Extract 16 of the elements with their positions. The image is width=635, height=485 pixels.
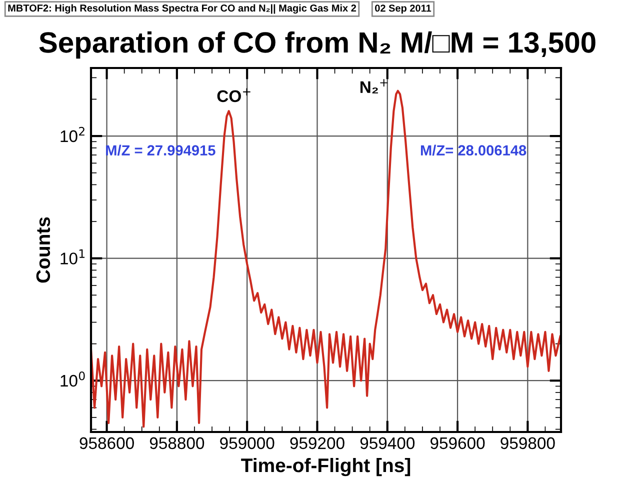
x-axis-title: Time-of-Flight [ns] — [241, 458, 410, 476]
annotation: M/Z= 28.006148 — [420, 144, 526, 156]
x-tick-label: 959200 — [290, 437, 344, 450]
text: 02 Sep 2011 — [375, 4, 432, 14]
x-tick-label: 958800 — [150, 437, 204, 450]
y-tick-label: 10$^{0}$ — [60, 371, 85, 387]
y-axis-title: Counts — [36, 217, 50, 283]
x-tick-label: 959600 — [430, 437, 485, 450]
x-tick-label: 959400 — [360, 437, 415, 450]
y-tick-label: 10$^{1}$ — [60, 249, 85, 264]
x-tick-label: 959000 — [220, 437, 274, 450]
y-tick-label: 10$^{2}$ — [60, 126, 84, 142]
x-tick-label: 958600 — [80, 437, 134, 450]
x-tick-label: 959800 — [500, 437, 555, 450]
text: MBTOF2: High Resolution Mass Spectra For CO and N₂|| Magic Gas Mix 2 — [8, 4, 356, 14]
chart-title: Separation of CO from N₂ M/□M = 13,500 — [39, 31, 596, 59]
